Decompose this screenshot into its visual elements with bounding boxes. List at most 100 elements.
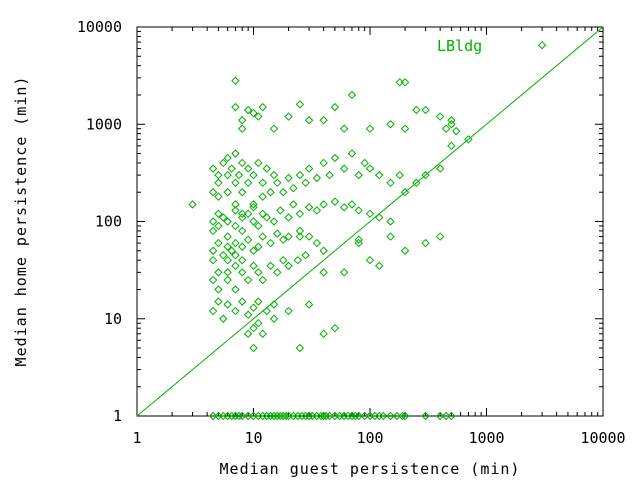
data-point xyxy=(219,213,228,222)
data-point xyxy=(295,226,305,236)
data-point xyxy=(223,153,232,163)
x-tick-label: 1 xyxy=(132,429,141,447)
data-point xyxy=(249,303,258,312)
y-tick-label: 10 xyxy=(104,310,122,328)
data-point xyxy=(219,158,228,168)
data-point xyxy=(227,411,236,421)
data-point xyxy=(354,411,363,421)
data-point xyxy=(249,343,258,353)
data-point xyxy=(421,105,430,115)
data-point xyxy=(398,411,407,421)
data-point xyxy=(312,173,322,183)
data-point xyxy=(297,411,307,421)
data-point xyxy=(347,411,357,421)
data-point xyxy=(412,178,421,188)
data-point xyxy=(266,238,275,248)
data-point xyxy=(339,164,349,173)
data-point xyxy=(234,170,244,180)
data-point xyxy=(223,232,232,241)
data-point xyxy=(347,149,357,158)
data-point xyxy=(254,242,263,251)
data-point xyxy=(537,40,547,50)
data-point xyxy=(273,268,282,277)
data-point xyxy=(249,261,258,271)
data-point xyxy=(304,300,314,309)
data-point xyxy=(279,255,288,265)
data-point xyxy=(339,203,349,212)
data-point xyxy=(319,329,328,339)
data-point xyxy=(258,102,267,112)
data-point xyxy=(243,178,253,188)
data-point xyxy=(284,112,293,121)
data-point xyxy=(375,213,384,222)
data-point xyxy=(254,112,263,121)
data-point xyxy=(284,173,293,183)
data-point xyxy=(319,158,328,168)
data-point xyxy=(354,238,363,248)
data-point xyxy=(258,178,267,188)
data-point xyxy=(258,209,267,219)
x-tick-label: 1000 xyxy=(468,429,504,447)
data-point xyxy=(231,411,240,421)
data-point xyxy=(219,314,228,323)
data-point xyxy=(375,170,384,180)
data-point xyxy=(262,213,271,222)
data-point xyxy=(266,261,275,271)
data-point xyxy=(231,261,240,271)
data-point xyxy=(231,206,240,215)
data-point xyxy=(238,116,247,125)
data-point xyxy=(223,170,232,180)
data-point xyxy=(266,411,275,421)
data-point xyxy=(354,206,363,215)
data-point xyxy=(354,235,363,244)
data-point xyxy=(231,306,240,316)
data-point xyxy=(208,164,218,173)
data-point xyxy=(452,126,461,136)
data-point xyxy=(319,411,328,421)
data-point xyxy=(238,297,247,306)
data-point xyxy=(301,411,310,421)
data-point xyxy=(208,217,218,226)
data-point xyxy=(319,268,328,277)
data-point xyxy=(421,170,430,180)
data-point xyxy=(464,135,473,144)
data-point xyxy=(254,297,263,306)
data-point xyxy=(223,300,232,309)
data-point xyxy=(231,76,240,85)
data-point xyxy=(254,268,263,277)
data-point xyxy=(238,242,247,251)
data-point xyxy=(238,213,247,222)
data-point xyxy=(243,105,253,115)
data-point xyxy=(447,116,456,125)
data-point xyxy=(269,314,279,323)
data-point xyxy=(295,209,305,219)
data-point xyxy=(249,203,258,212)
data-point xyxy=(254,221,263,231)
data-point xyxy=(435,164,445,173)
data-point xyxy=(279,188,288,197)
data-point xyxy=(231,178,240,188)
data-point xyxy=(273,411,282,421)
data-point xyxy=(435,112,445,121)
data-point xyxy=(238,124,247,133)
data-point xyxy=(330,102,340,112)
data-point xyxy=(360,158,369,168)
x-tick-label: 10000 xyxy=(580,429,625,447)
data-point xyxy=(330,323,340,333)
data-point xyxy=(392,411,402,421)
data-point xyxy=(262,411,271,421)
data-point xyxy=(281,411,291,421)
data-point xyxy=(249,108,258,118)
data-point xyxy=(386,217,395,226)
data-point xyxy=(365,124,375,133)
data-point xyxy=(266,188,275,197)
data-point xyxy=(400,124,410,133)
data-point xyxy=(284,213,293,222)
data-point xyxy=(289,200,298,209)
legend-label: LBldg xyxy=(437,37,482,55)
data-point xyxy=(214,285,223,294)
data-point xyxy=(295,100,305,109)
x-tick-label: 100 xyxy=(356,429,383,447)
data-point xyxy=(208,246,218,255)
